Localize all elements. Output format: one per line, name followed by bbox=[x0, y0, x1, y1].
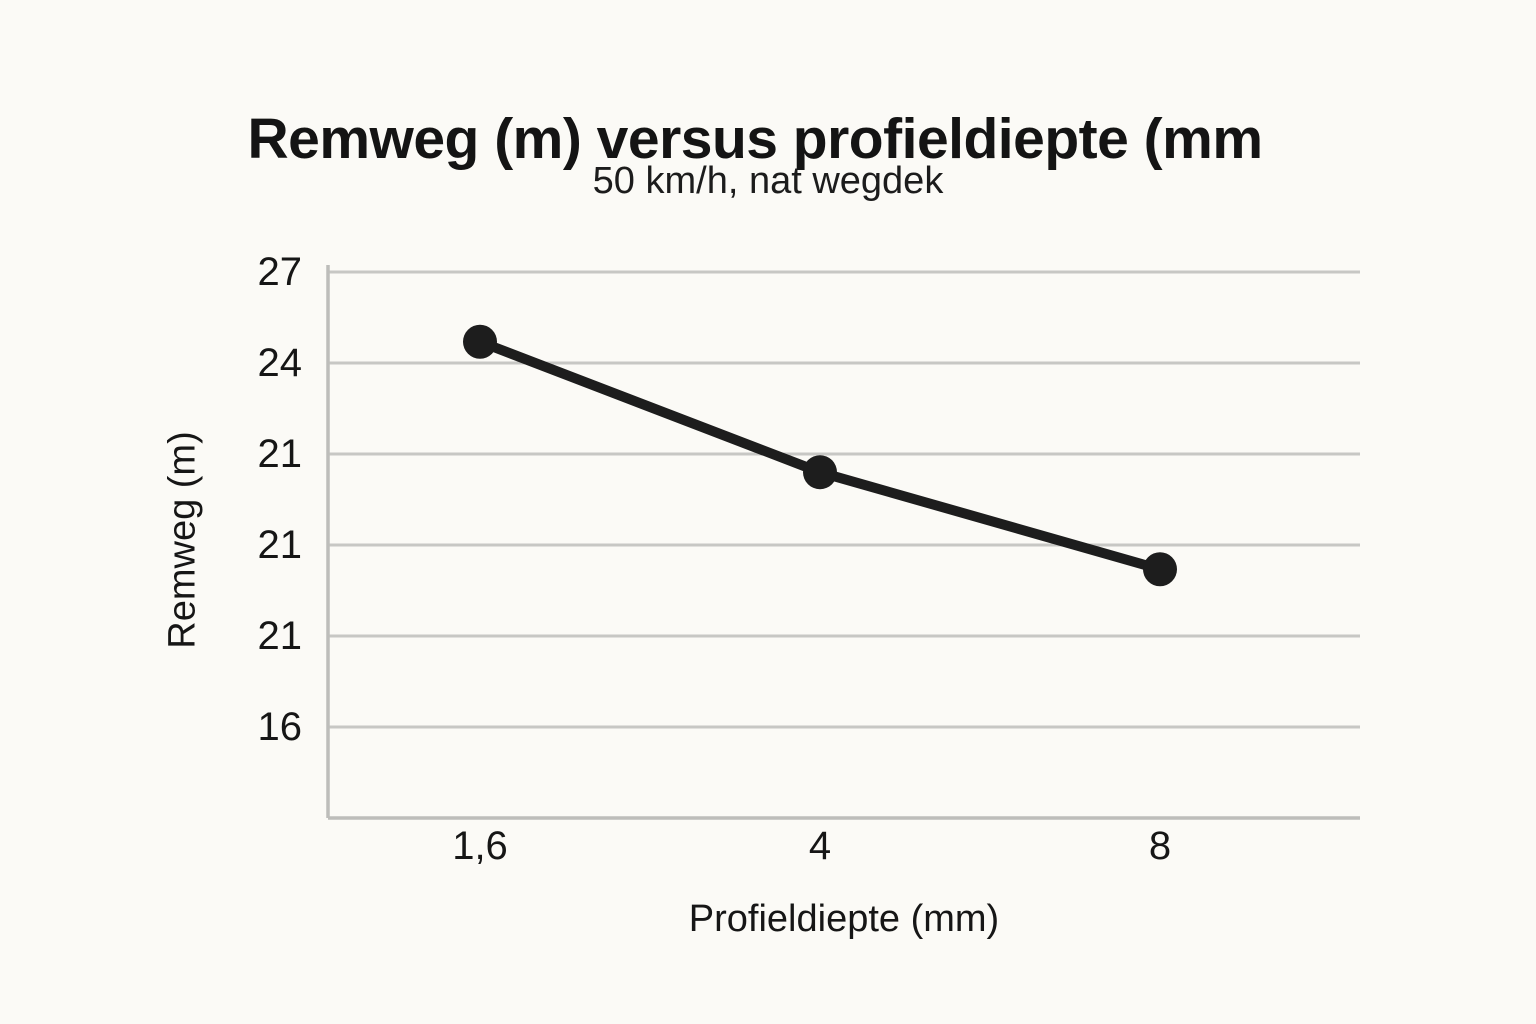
y-tick-label: 21 bbox=[257, 614, 303, 658]
y-tick-label: 21 bbox=[257, 523, 303, 567]
y-tick-label: 24 bbox=[257, 341, 303, 385]
y-axis-title: Remweg (m) bbox=[161, 431, 204, 649]
x-tick-label: 8 bbox=[1148, 824, 1172, 868]
x-axis-title: Profieldiepte (mm) bbox=[688, 898, 1000, 940]
chart-title: Remweg (m) versus profieldiepte (mm bbox=[247, 107, 1263, 172]
data-point bbox=[803, 455, 837, 490]
x-tick-label: 1,6 bbox=[452, 824, 508, 868]
x-tick-label: 4 bbox=[808, 824, 832, 868]
y-tick-label: 27 bbox=[257, 250, 303, 294]
chart-subtitle: 50 km/h, nat wegdek bbox=[592, 160, 944, 202]
data-point bbox=[463, 324, 497, 359]
y-tick-label: 16 bbox=[257, 705, 303, 749]
data-point bbox=[1143, 552, 1177, 587]
y-tick-label: 21 bbox=[257, 432, 303, 476]
